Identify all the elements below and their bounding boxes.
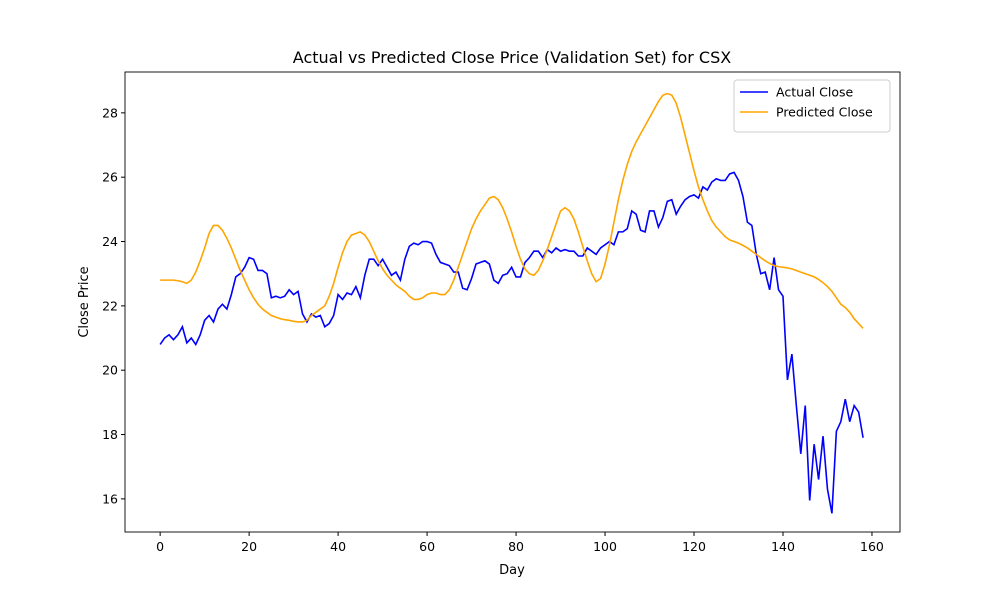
data-line bbox=[160, 92, 864, 329]
x-tick-label: 160 bbox=[860, 539, 884, 554]
chart-title: Actual vs Predicted Close Price (Validat… bbox=[293, 48, 731, 67]
x-tick-label: 0 bbox=[156, 539, 164, 554]
legend-label: Actual Close bbox=[776, 85, 853, 100]
y-axis-label: Close Price bbox=[77, 266, 92, 337]
y-tick-label: 22 bbox=[102, 298, 118, 313]
x-tick-label: 80 bbox=[508, 539, 524, 554]
x-tick-label: 120 bbox=[682, 539, 706, 554]
legend-label: Predicted Close bbox=[776, 105, 873, 120]
legend: Actual Close Predicted Close bbox=[733, 79, 891, 133]
y-tick-label: 24 bbox=[102, 234, 118, 249]
data-line bbox=[159, 171, 864, 514]
y-tick-label: 18 bbox=[102, 427, 118, 442]
x-axis-label: Day bbox=[499, 563, 525, 578]
legend-box bbox=[733, 79, 891, 133]
x-tick-label: 20 bbox=[241, 539, 257, 554]
y-tick-label: 20 bbox=[102, 363, 118, 378]
plot-frame bbox=[124, 71, 901, 533]
x-tick-label: 100 bbox=[593, 539, 617, 554]
y-tick-label: 26 bbox=[102, 170, 118, 185]
x-tick-label: 40 bbox=[330, 539, 346, 554]
x-tick-label: 140 bbox=[771, 539, 795, 554]
x-tick-label: 60 bbox=[419, 539, 435, 554]
y-tick-label: 16 bbox=[102, 491, 118, 506]
y-tick-label: 28 bbox=[102, 105, 118, 120]
